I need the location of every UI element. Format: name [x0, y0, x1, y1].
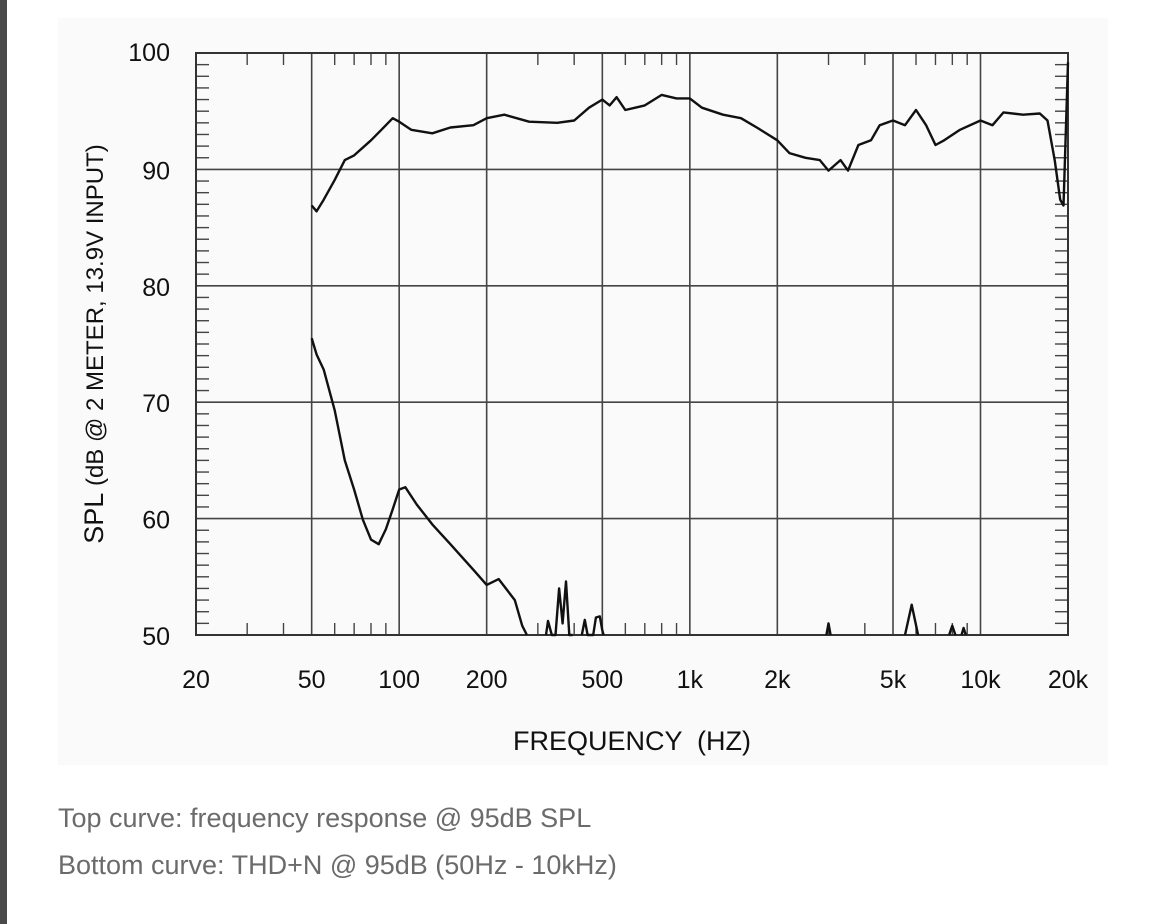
y-tick-label: 80: [142, 274, 170, 302]
x-tick-label: 500: [581, 666, 623, 694]
y-axis-title-detail: (dB @ 2 METER, 13.9V INPUT): [82, 144, 109, 492]
plot-frame: [195, 52, 1069, 636]
caption-top-curve: Top curve: frequency response @ 95dB SPL: [58, 803, 592, 833]
x-tick-label: 200: [466, 666, 508, 694]
thd-n-line: [903, 603, 920, 636]
frequency-response-line: [310, 62, 1070, 213]
thd-n-line: [825, 622, 832, 636]
y-axis-title-main: SPL: [79, 493, 109, 544]
caption-bottom-curve: Bottom curve: THD+N @ 95dB (50Hz - 10kHz…: [58, 850, 617, 880]
tick-labels: 20 50 100 200 500 1k 2k 5k 10k 20k 50 60 70 80 90 100: [128, 39, 1088, 694]
x-tick-label: 100: [378, 666, 420, 694]
y-tick-label: 60: [142, 507, 170, 535]
x-axis-title: FREQUENCY (HZ): [513, 726, 751, 756]
minor-ticks: [196, 53, 1068, 635]
thd-n-line: [310, 337, 528, 636]
thd-n-line: [544, 580, 573, 637]
y-tick-label: 50: [142, 623, 170, 651]
x-tick-label: 2k: [764, 666, 791, 694]
window-edge: [0, 0, 7, 924]
x-tick-label: 10k: [960, 666, 1001, 694]
y-tick-label: 90: [142, 157, 170, 185]
x-tick-label: 20: [182, 666, 210, 694]
thd-n-line: [580, 615, 605, 637]
y-tick-label: 100: [128, 39, 170, 67]
y-tick-label: 70: [142, 390, 170, 418]
y-axis-title: SPL (dB @ 2 METER, 13.9V INPUT): [79, 144, 109, 544]
x-tick-label: 1k: [677, 666, 704, 694]
thd-n-line: [947, 624, 957, 636]
x-tick-label: 50: [298, 666, 326, 694]
series-lines: [310, 62, 1070, 637]
thd-n-line: [960, 626, 967, 636]
grid: [195, 52, 1069, 636]
x-tick-label: 20k: [1048, 666, 1089, 694]
x-tick-label: 5k: [880, 666, 907, 694]
